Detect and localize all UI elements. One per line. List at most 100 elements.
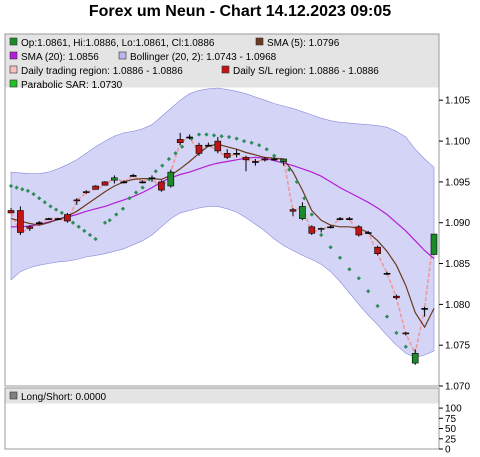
candle	[26, 225, 34, 231]
candle	[54, 217, 62, 221]
sar-dot	[287, 167, 292, 172]
sub-legend-long-short: Long/Short: 0.0000	[21, 392, 107, 403]
candle-body	[383, 272, 391, 275]
legend-ohlc: Op:1.0861, Hi:1.0886, Lo:1.0861, Cl:1.08…	[21, 38, 215, 49]
candle-body	[120, 181, 128, 184]
sar-dot	[31, 191, 36, 197]
sar-dot	[302, 196, 307, 201]
sar-dot	[14, 185, 19, 190]
sar-dot	[204, 132, 209, 137]
sar-dot	[133, 190, 139, 195]
candle	[308, 225, 316, 235]
candle-body	[158, 181, 165, 191]
sar-dot	[153, 169, 158, 174]
candle	[167, 169, 175, 188]
sar-dot	[140, 185, 145, 190]
candle	[393, 294, 400, 300]
candle	[223, 149, 231, 159]
candle-body	[195, 144, 203, 154]
sar-dot	[196, 132, 202, 137]
chart-title: Forex um Neun - Chart 14.12.2023 09:05	[88, 3, 392, 20]
sar-dot	[102, 220, 108, 225]
legend-swatch-bollinger	[118, 51, 127, 60]
legend-sma20: SMA (20): 1.0856	[21, 52, 99, 63]
candle	[364, 230, 372, 235]
candle	[355, 225, 363, 237]
candle-body	[289, 209, 297, 212]
candle	[158, 180, 165, 192]
candle-body	[280, 158, 287, 162]
sar-dot	[87, 232, 93, 238]
candle	[336, 217, 344, 221]
sar-dot	[226, 134, 232, 140]
sar-dot	[356, 276, 361, 281]
sar-dot	[59, 210, 64, 216]
candle-body	[402, 332, 410, 335]
sar-dot	[264, 147, 269, 152]
sub-y-tick-label: 50	[445, 424, 457, 435]
sar-dot	[219, 134, 224, 139]
candle	[82, 190, 90, 195]
legend-swatch-trading-region	[9, 65, 18, 74]
candle	[430, 233, 438, 255]
candle-body	[299, 206, 306, 219]
sar-dot	[107, 218, 112, 223]
sar-dot	[114, 212, 119, 217]
candle	[383, 271, 391, 275]
sar-dot	[384, 314, 390, 319]
candle-body	[223, 153, 231, 158]
sub-y-tick-label: 25	[445, 434, 457, 445]
sub-y-tick-label: 0	[445, 445, 451, 456]
candle-body	[101, 181, 109, 186]
candle-body	[26, 226, 34, 229]
candle	[289, 208, 297, 217]
main-legend-background	[5, 34, 439, 88]
sar-dot	[53, 207, 59, 212]
candle	[101, 181, 109, 186]
y-tick-label: 1.075	[445, 341, 470, 352]
candle	[35, 221, 43, 225]
legend-trading-region: Daily trading region: 1.0886 - 1.0886	[21, 66, 183, 77]
sar-dot	[249, 140, 254, 145]
candle	[17, 206, 24, 235]
y-tick-label: 1.105	[445, 96, 470, 107]
candle	[374, 245, 381, 256]
candle-body	[176, 139, 184, 143]
y-tick-label: 1.085	[445, 259, 470, 270]
sub-legend-swatch	[9, 391, 18, 400]
candle	[270, 157, 278, 161]
legend-swatch-sl-region	[221, 65, 230, 74]
legend-sl-region: Daily S/L region: 1.0886 - 1.0886	[233, 66, 379, 77]
candle-body	[214, 140, 222, 152]
candle-body	[233, 153, 240, 155]
y-tick-label: 1.100	[445, 137, 470, 148]
legend-bollinger: Bollinger (20, 2): 1.0743 - 1.0968	[130, 52, 277, 63]
main-legend: Op:1.0861, Hi:1.0886, Lo:1.0861, Cl:1.08…	[9, 37, 379, 91]
candle-body	[421, 308, 428, 310]
candle-body	[393, 295, 400, 299]
candle-body	[64, 214, 71, 222]
sar-dot	[76, 224, 81, 229]
sar-dot	[8, 183, 14, 189]
sar-dot	[328, 245, 333, 250]
candle-body	[82, 191, 90, 193]
candle-body	[252, 161, 259, 163]
sar-dot	[294, 179, 299, 185]
sar-dot	[375, 303, 380, 309]
candle	[402, 332, 410, 336]
sub-y-tick-label: 100	[445, 404, 462, 415]
sar-dot	[166, 156, 172, 162]
candle	[139, 180, 146, 184]
legend-sar: Parabolic SAR: 1.0730	[21, 80, 123, 91]
candle-body	[186, 136, 193, 139]
candle	[111, 175, 118, 184]
sar-dot	[173, 151, 178, 156]
y-tick-label: 1.080	[445, 300, 470, 311]
sar-dot	[241, 138, 247, 144]
candle-body	[45, 218, 52, 220]
candle	[233, 149, 240, 158]
candle	[148, 175, 156, 182]
candle	[411, 349, 419, 365]
sar-dot	[337, 255, 343, 260]
sar-dot	[319, 232, 324, 238]
